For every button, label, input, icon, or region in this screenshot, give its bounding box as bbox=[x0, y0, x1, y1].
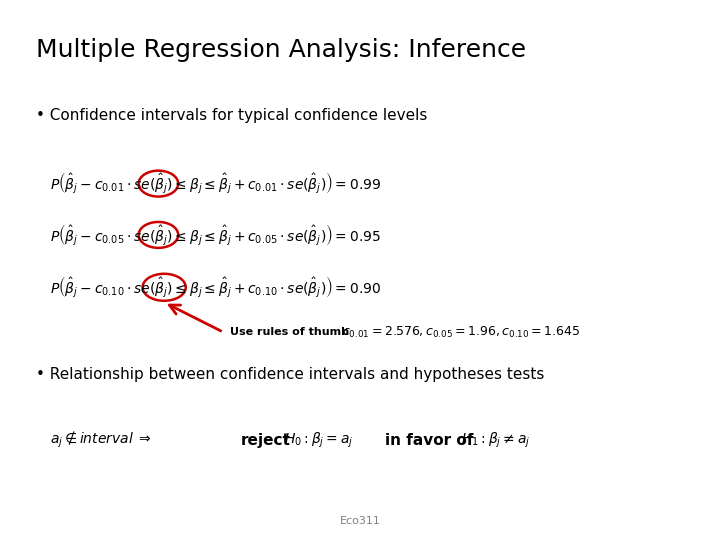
Text: $a_j \notin interval \;\Rightarrow$: $a_j \notin interval \;\Rightarrow$ bbox=[50, 430, 152, 450]
Text: $H_0: \beta_j = a_j$: $H_0: \beta_j = a_j$ bbox=[284, 430, 354, 450]
Text: Eco311: Eco311 bbox=[340, 516, 380, 526]
Text: Multiple Regression Analysis: Inference: Multiple Regression Analysis: Inference bbox=[36, 38, 526, 62]
Text: • Confidence intervals for typical confidence levels: • Confidence intervals for typical confi… bbox=[36, 108, 428, 123]
Text: $H_1: \beta_j \neq a_j$: $H_1: \beta_j \neq a_j$ bbox=[461, 430, 530, 450]
Text: reject: reject bbox=[241, 433, 291, 448]
Text: $P\left(\hat{\beta}_j - c_{0.10}\cdot se(\hat{\beta}_j) \leq \beta_j \leq \hat{\: $P\left(\hat{\beta}_j - c_{0.10}\cdot se… bbox=[50, 274, 382, 300]
Text: $P\left(\hat{\beta}_j - c_{0.05}\cdot se(\hat{\beta}_j) \leq \beta_j \leq \hat{\: $P\left(\hat{\beta}_j - c_{0.05}\cdot se… bbox=[50, 222, 382, 248]
Text: $c_{0.01} = 2.576, c_{0.05} = 1.96, c_{0.10} = 1.645$: $c_{0.01} = 2.576, c_{0.05} = 1.96, c_{0… bbox=[342, 325, 580, 340]
Text: Use rules of thumb: Use rules of thumb bbox=[230, 327, 349, 337]
Text: $P\left(\hat{\beta}_j - c_{0.01}\cdot se(\hat{\beta}_j) \leq \beta_j \leq \hat{\: $P\left(\hat{\beta}_j - c_{0.01}\cdot se… bbox=[50, 171, 382, 197]
Text: in favor of: in favor of bbox=[385, 433, 474, 448]
Text: • Relationship between confidence intervals and hypotheses tests: • Relationship between confidence interv… bbox=[36, 367, 544, 382]
